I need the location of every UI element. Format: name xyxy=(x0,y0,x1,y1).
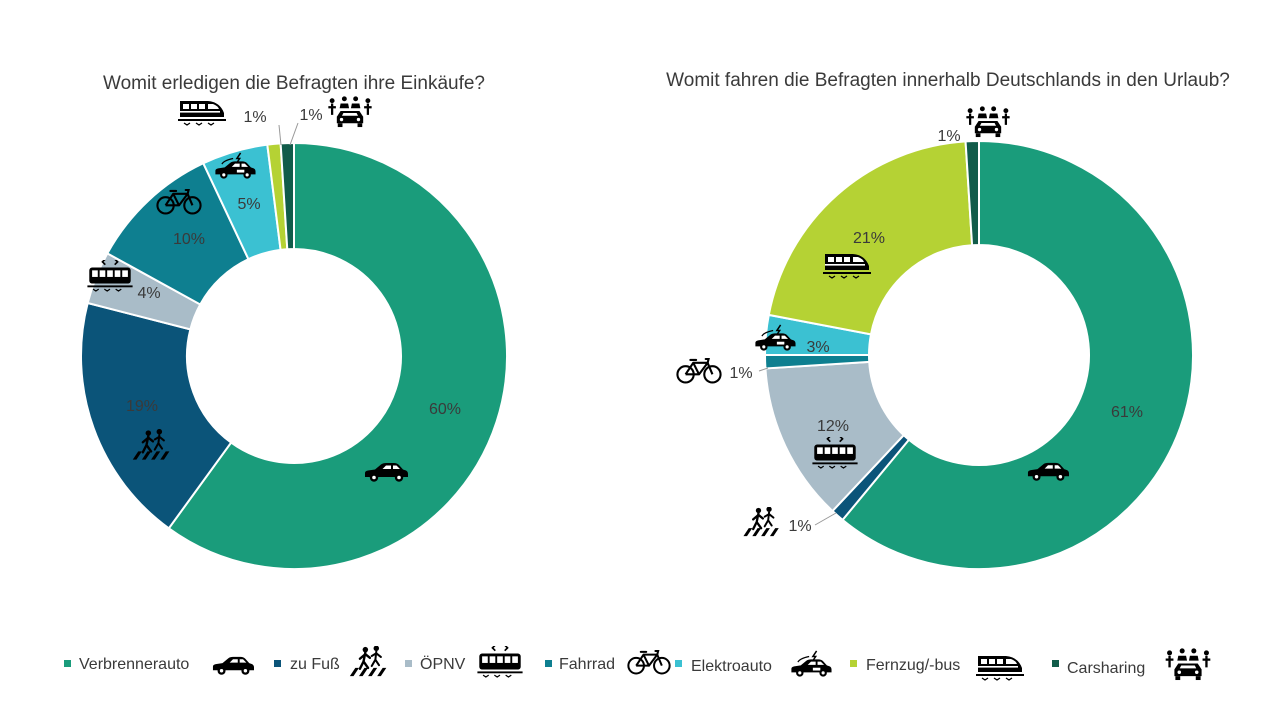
data-label: 12% xyxy=(817,418,849,435)
data-label: 19% xyxy=(126,398,158,415)
data-label: 5% xyxy=(237,196,260,213)
data-label: 10% xyxy=(173,231,205,248)
legend-item-verbrennerauto: Verbrennerauto xyxy=(64,656,254,675)
legend-swatch xyxy=(1052,660,1059,667)
legend-swatch xyxy=(405,660,412,667)
legend-label: Fernzug/-bus xyxy=(866,657,960,674)
donut-slice-fernzug-bus xyxy=(767,140,974,336)
legend-swatch xyxy=(64,660,71,667)
legend-label: Fahrrad xyxy=(559,656,615,673)
carsharing-icon xyxy=(327,96,373,128)
donut-slice-verbrennerauto xyxy=(167,141,508,570)
chart-title-holiday: Womit fahren die Befragten innerhalb Deu… xyxy=(666,70,1230,91)
legend: Verbrennerauto zu Fuß ÖPNV Fahrrad Elekt… xyxy=(64,646,1212,681)
legend-item-fernzug: Fernzug/-bus xyxy=(850,655,1024,681)
data-label: 1% xyxy=(299,107,322,124)
data-label: 21% xyxy=(853,230,885,247)
data-label: 60% xyxy=(429,401,461,418)
carsharing-icon xyxy=(965,106,1011,138)
data-label: 61% xyxy=(1111,404,1143,421)
legend-item-elektroauto: Elektroauto xyxy=(675,650,833,678)
legend-swatch xyxy=(274,660,281,667)
donut-slice-carsharing xyxy=(279,141,295,251)
leader-line xyxy=(814,512,837,526)
legend-swatch xyxy=(545,660,552,667)
donut-chart-holiday xyxy=(763,139,1194,570)
donut-slice-carsharing xyxy=(964,139,980,247)
donut-slice-zu-fuß xyxy=(80,301,233,530)
data-label: 1% xyxy=(937,128,960,145)
car-icon xyxy=(212,656,254,675)
legend-item-fahrrad: Fahrrad xyxy=(545,649,671,675)
legend-label: Elektroauto xyxy=(691,658,772,675)
legend-item-carsharing: Carsharing xyxy=(1052,648,1212,681)
chart-title-shopping: Womit erledigen die Befragten ihre Einkä… xyxy=(103,73,485,94)
leader-line xyxy=(278,124,282,146)
legend-item-zu-fuss: zu Fuß xyxy=(274,646,388,677)
legend-label: zu Fuß xyxy=(290,656,340,673)
data-label: 1% xyxy=(788,518,811,535)
tram-icon xyxy=(476,646,524,678)
data-label: 3% xyxy=(806,339,829,356)
legend-label: ÖPNV xyxy=(420,655,466,673)
legend-label: Carsharing xyxy=(1067,660,1145,677)
train-icon xyxy=(976,655,1024,681)
data-labels-shopping: 60% 19% 4% 10% 5% 1% 1% xyxy=(126,107,461,418)
legend-swatch xyxy=(850,660,857,667)
legend-item-oepnv: ÖPNV xyxy=(405,646,524,678)
donut-slice-verbrennerauto xyxy=(841,139,1194,570)
data-label: 1% xyxy=(729,365,752,382)
leader-line xyxy=(289,122,299,146)
leader-lines xyxy=(278,122,837,526)
data-labels-holiday: 61% 1% 12% 1% 3% 21% 1% xyxy=(729,128,1143,535)
bicycle-icon xyxy=(676,357,722,384)
legend-swatch xyxy=(675,660,682,667)
electric-car-icon xyxy=(790,650,833,678)
pedestrian-crossing-icon xyxy=(742,507,780,537)
leader-line xyxy=(758,367,769,372)
pedestrian-crossing-icon xyxy=(348,646,388,677)
carsharing-icon xyxy=(1164,648,1212,681)
bicycle-icon xyxy=(627,649,671,675)
legend-label: Verbrennerauto xyxy=(79,656,189,673)
train-icon xyxy=(178,100,226,126)
donut-chart-shopping xyxy=(80,141,508,570)
data-label: 1% xyxy=(243,109,266,126)
data-label: 4% xyxy=(137,285,160,302)
